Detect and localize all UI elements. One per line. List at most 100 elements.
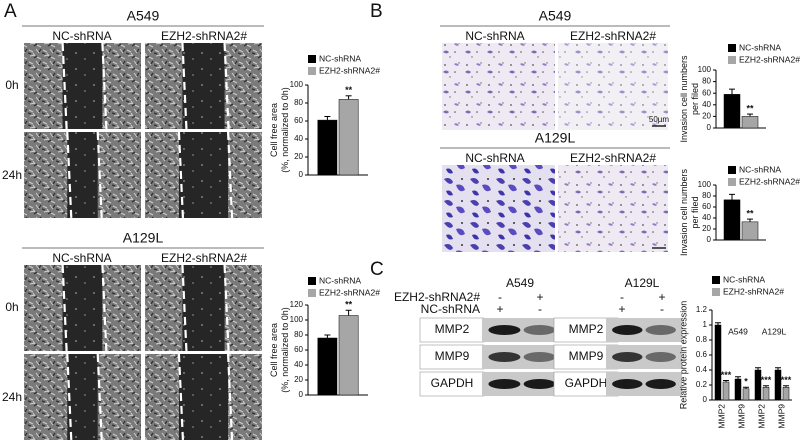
y-tick-label: 20 xyxy=(294,152,303,161)
y-tick-label: 20 xyxy=(702,224,711,233)
blot-band xyxy=(645,379,676,389)
y-axis-label: Invasion cell numbers xyxy=(679,168,689,256)
wound-gap xyxy=(67,132,98,218)
wound-edge xyxy=(226,131,234,219)
legend-swatch xyxy=(308,289,316,297)
panel-label: B xyxy=(370,1,383,22)
protein-label: MMP2 xyxy=(569,322,604,336)
wound-edge xyxy=(101,264,108,352)
y-axis-label: (%, normalized to 0h) xyxy=(280,307,290,393)
legend-swatch xyxy=(308,67,316,75)
y-tick-label: 0.6 xyxy=(696,350,708,359)
protein-label-box xyxy=(419,344,485,370)
blot-band xyxy=(612,325,643,335)
column-label: NC-shRNA xyxy=(465,29,524,43)
blot-band xyxy=(523,352,556,362)
legend-swatch xyxy=(728,178,736,186)
column-label: EZH2-shRNA2# xyxy=(161,251,247,265)
y-tick-label: 20 xyxy=(294,375,303,384)
column-label: NC-shRNA xyxy=(465,151,524,165)
sign: + xyxy=(496,302,503,316)
micrograph xyxy=(145,353,262,441)
sign: + xyxy=(536,290,543,304)
row-label: 0h xyxy=(5,78,18,92)
y-axis-label: per filed xyxy=(690,83,700,115)
blot-band xyxy=(612,379,643,389)
bar xyxy=(741,116,759,129)
column-label: NC-shRNA xyxy=(52,251,111,265)
y-tick-label: 100 xyxy=(698,65,712,74)
y-axis-label: (%, normalized to 0h) xyxy=(280,87,290,173)
y-tick-label: 120 xyxy=(290,300,304,309)
bar xyxy=(714,324,722,401)
legend-swatch xyxy=(728,56,736,64)
legend-swatch xyxy=(308,277,316,285)
y-tick-label: 0.4 xyxy=(696,365,708,374)
bar xyxy=(741,221,759,241)
y-tick-label: 0 xyxy=(707,235,712,244)
y-axis-label: Cell free area xyxy=(269,323,279,377)
wound-edge xyxy=(181,264,188,352)
wound-edge xyxy=(61,264,68,352)
wound-gap xyxy=(182,43,225,129)
blot-band xyxy=(488,352,521,362)
significance: ** xyxy=(746,208,754,218)
blot-band xyxy=(523,379,556,389)
legend-label: NC-shRNA xyxy=(319,53,361,63)
y-tick-label: 20 xyxy=(702,112,711,121)
wound-gap xyxy=(178,132,229,218)
y-tick-label: 0 xyxy=(707,123,712,132)
wound-edge xyxy=(223,264,230,352)
micrograph xyxy=(145,42,262,130)
sign: - xyxy=(620,290,624,304)
legend-label: EZH2-shRNA2# xyxy=(319,287,380,297)
protein-label: GAPDH xyxy=(565,376,608,390)
legend-label: EZH2-shRNA2# xyxy=(739,176,800,186)
legend-swatch xyxy=(712,288,720,296)
column-label: EZH2-shRNA2# xyxy=(570,151,656,165)
micrograph xyxy=(558,165,668,252)
treatment-label: EZH2-shRNA2# xyxy=(394,290,480,304)
x-tick-label: MMP2 xyxy=(756,404,766,429)
micrograph xyxy=(145,131,262,219)
y-tick-label: 60 xyxy=(702,202,711,211)
protein-label: MMP9 xyxy=(435,349,470,363)
significance: ** xyxy=(345,85,353,95)
legend-swatch xyxy=(308,55,316,63)
y-tick-label: 80 xyxy=(294,330,303,339)
y-tick-label: 0 xyxy=(299,170,304,179)
sign: + xyxy=(618,302,625,316)
blot-band xyxy=(523,325,556,335)
y-axis-label: per filed xyxy=(690,196,700,228)
legend-label: NC-shRNA xyxy=(319,275,361,285)
block-title: A549 xyxy=(127,8,160,24)
legend-label: EZH2-shRNA2# xyxy=(319,65,380,75)
wound-edge xyxy=(66,353,73,441)
bar xyxy=(734,378,742,401)
y-tick-label: 100 xyxy=(698,180,712,189)
wound-edge xyxy=(66,131,73,219)
significance: * xyxy=(744,377,748,387)
y-tick-label: 40 xyxy=(294,360,303,369)
y-tick-label: 80 xyxy=(702,77,711,86)
micrograph xyxy=(442,43,555,130)
y-tick-label: 80 xyxy=(702,191,711,200)
blot-band xyxy=(488,325,521,335)
micrograph xyxy=(145,264,262,352)
wound-edge xyxy=(96,353,103,441)
y-axis-label: Relative protein expression xyxy=(678,301,688,410)
panel-label: A xyxy=(4,1,17,22)
bar xyxy=(723,199,741,241)
block-title: A129L xyxy=(123,230,164,246)
bar xyxy=(317,119,338,176)
sign: - xyxy=(498,290,502,304)
y-axis-label: Cell free area xyxy=(269,103,279,157)
significance: *** xyxy=(761,375,772,385)
wound-gap xyxy=(178,354,229,440)
wound-gap xyxy=(62,265,103,351)
wound-edge xyxy=(101,42,108,130)
cell-line-label: A129L xyxy=(625,276,660,290)
y-tick-label: 0 xyxy=(299,390,304,399)
significance: ** xyxy=(345,300,353,310)
